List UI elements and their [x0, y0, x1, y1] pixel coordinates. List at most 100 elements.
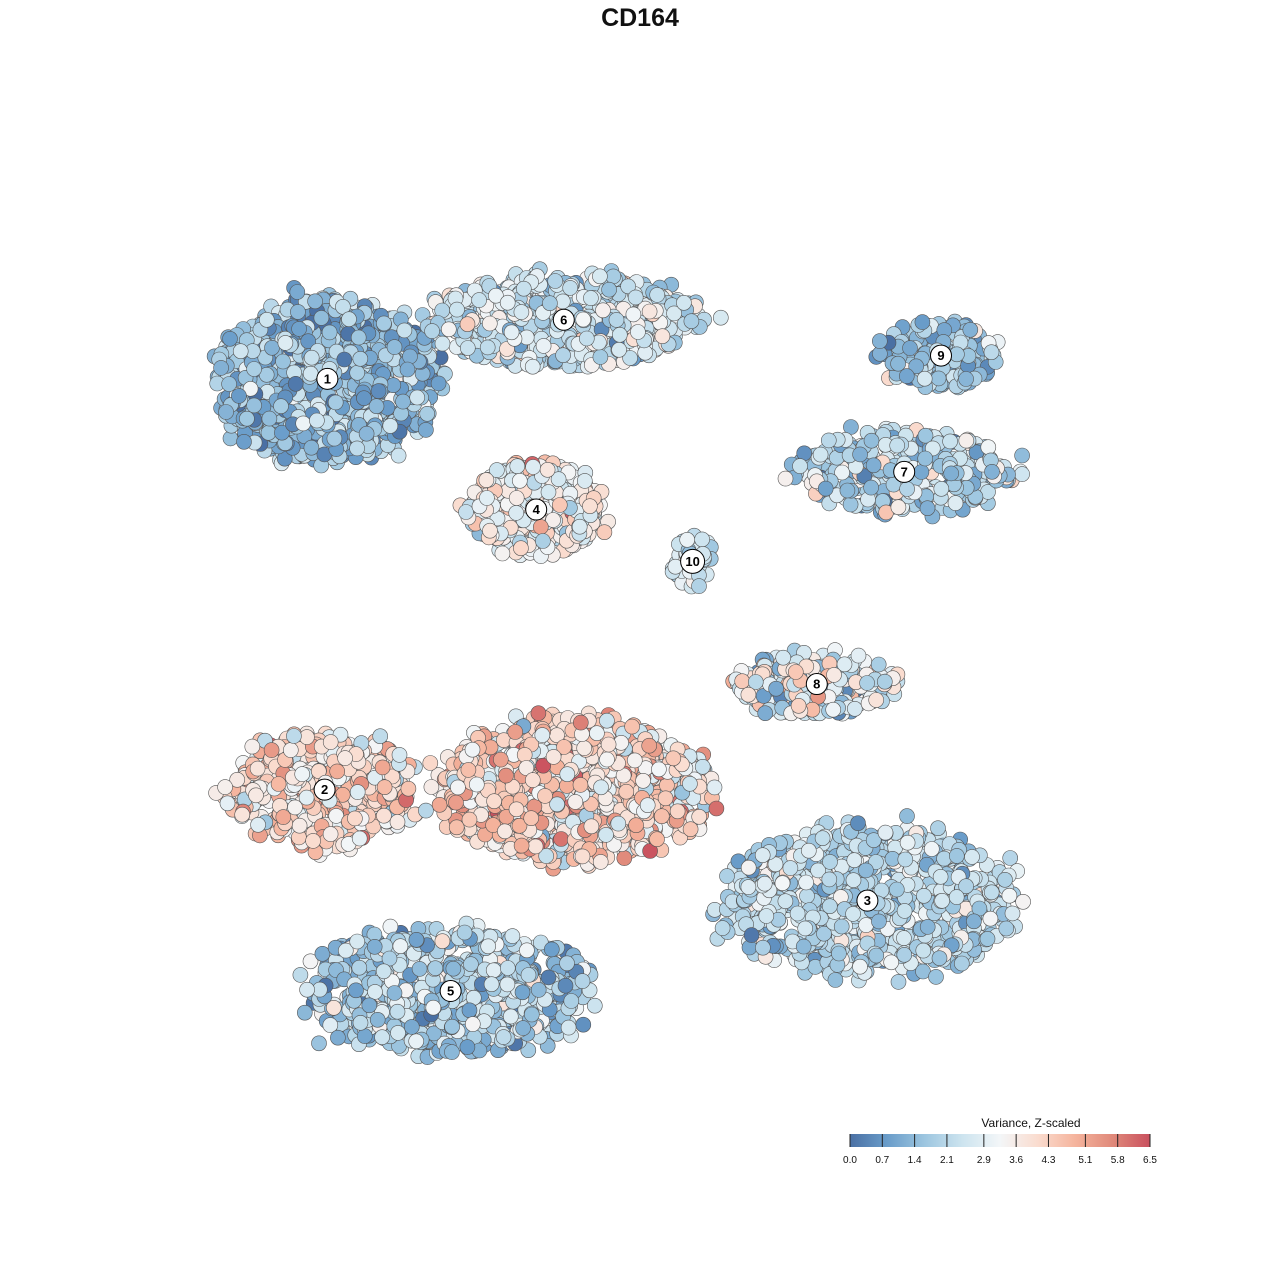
cell-point: [562, 280, 579, 296]
cell-point: [915, 942, 932, 959]
cell-point: [532, 519, 549, 535]
cell-point: [605, 268, 622, 285]
cell-point: [434, 335, 451, 352]
cell-point: [376, 779, 393, 796]
cell-point: [932, 868, 949, 885]
cell-point: [440, 321, 457, 338]
cell-point: [777, 893, 794, 910]
cell-point: [979, 931, 996, 947]
cell-point: [601, 281, 617, 298]
cell-point: [217, 779, 233, 795]
cell-point: [382, 418, 399, 434]
cell-point: [246, 361, 262, 377]
cell-point: [743, 927, 760, 943]
cell-point: [571, 518, 588, 535]
cell-point: [863, 432, 880, 449]
cell-point: [370, 383, 387, 399]
cell-point: [947, 495, 964, 511]
cell-point: [239, 410, 255, 427]
cell-point: [234, 806, 250, 823]
cell-point: [399, 361, 416, 378]
cell-point: [942, 433, 958, 450]
cell-point: [676, 294, 692, 311]
cell-point: [859, 675, 875, 691]
cell-point: [322, 826, 339, 842]
cell-point: [1001, 887, 1018, 904]
cell-point: [525, 459, 541, 475]
cell-point: [260, 424, 277, 441]
cell-point: [865, 457, 882, 474]
cell-point: [515, 280, 532, 297]
cell-point: [291, 817, 308, 834]
cell-point: [535, 338, 552, 354]
cell-point: [376, 807, 392, 824]
cell-point: [755, 939, 771, 956]
cell-point: [948, 889, 965, 905]
cell-point: [327, 394, 344, 411]
cell-point: [871, 913, 887, 930]
cell-point: [1014, 447, 1030, 464]
cell-point: [592, 349, 609, 365]
cell-point: [595, 302, 611, 319]
cell-point: [902, 340, 918, 356]
cell-point: [833, 918, 850, 935]
cell-point: [386, 339, 403, 355]
cell-point: [997, 871, 1013, 888]
cell-point: [479, 339, 496, 356]
cell-point: [236, 433, 252, 450]
cell-point: [352, 350, 369, 367]
cell-point: [858, 862, 874, 879]
cell-point: [273, 398, 289, 415]
cell-point: [998, 920, 1015, 937]
cell-point: [299, 729, 315, 745]
cell-point: [290, 304, 306, 320]
cell-point: [817, 480, 834, 497]
cell-point: [1002, 850, 1019, 866]
cell-point: [821, 871, 838, 888]
cell-point: [916, 370, 933, 387]
cell-point: [641, 303, 658, 320]
cell-point: [356, 390, 372, 407]
cell-point: [277, 335, 294, 351]
cell-point: [958, 371, 974, 387]
cell-point: [244, 738, 261, 755]
cell-point: [349, 784, 366, 800]
cell-point: [630, 324, 646, 340]
cell-point: [799, 888, 815, 904]
cell-point: [295, 415, 312, 432]
cell-point: [846, 852, 863, 869]
cell-point: [222, 330, 238, 347]
cell-point: [289, 284, 306, 300]
cell-point: [303, 439, 320, 456]
cell-point: [798, 874, 814, 891]
cell-point: [542, 295, 558, 312]
cell-point: [980, 439, 997, 456]
cell-point: [389, 814, 406, 830]
cell-point: [275, 353, 291, 370]
cell-point: [511, 472, 528, 489]
cell-point: [827, 972, 844, 988]
cell-point: [654, 328, 671, 345]
cell-point: [503, 324, 520, 341]
cell-point: [547, 273, 564, 289]
cell-point: [913, 464, 930, 480]
cell-point: [351, 830, 368, 847]
cell-point: [850, 815, 866, 832]
cell-point: [300, 333, 317, 350]
cell-point: [298, 789, 315, 806]
cell-point: [896, 930, 912, 946]
cell-point: [863, 479, 879, 496]
cell-point: [395, 393, 411, 410]
cell-point: [242, 380, 259, 397]
cell-point: [787, 664, 804, 680]
cell-point: [424, 323, 440, 339]
cell-point: [845, 872, 862, 889]
cell-point: [368, 398, 385, 415]
cell-point: [372, 728, 389, 745]
cell-point: [888, 881, 905, 898]
cell-point: [246, 397, 262, 414]
cell-points: [206, 261, 1031, 1065]
cell-point: [535, 533, 551, 549]
cell-point: [983, 884, 1000, 901]
